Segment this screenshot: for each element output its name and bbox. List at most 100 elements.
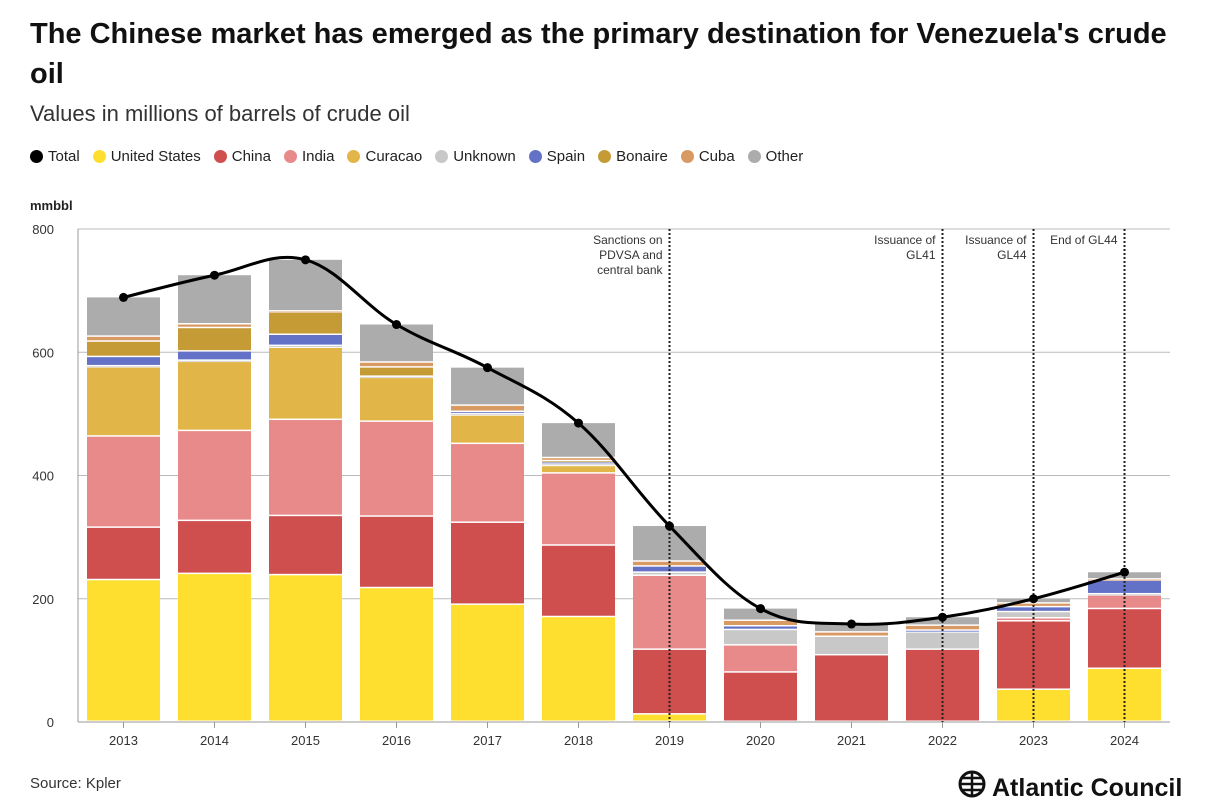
bar-segment-cuba <box>542 458 615 460</box>
legend-item: Unknown <box>435 148 516 165</box>
total-point <box>756 604 765 614</box>
source-note: Source: Kpler <box>30 775 121 792</box>
legend-label: United States <box>110 148 201 165</box>
total-point <box>1120 567 1129 577</box>
x-tick-label: 2020 <box>746 733 775 748</box>
bar-segment-other <box>269 259 342 311</box>
bar-segment-india <box>724 645 797 672</box>
x-tick-label: 2021 <box>837 733 866 748</box>
bar-segment-india <box>997 618 1070 621</box>
annotation-text: GL44 <box>997 248 1027 262</box>
legend-swatch <box>747 150 761 163</box>
bar-segment-curacao <box>269 347 342 419</box>
legend-label: Spain <box>546 148 586 165</box>
bar-segment-other <box>451 367 524 405</box>
bar-segment-china <box>178 521 251 573</box>
total-point <box>847 619 856 629</box>
x-tick-label: 2016 <box>382 733 411 748</box>
legend-swatch <box>598 150 612 163</box>
bar-segment-unknown <box>87 366 160 368</box>
legend-label: Bonaire <box>616 148 668 165</box>
legend-item: Total <box>30 148 80 165</box>
bar-segment-bonaire <box>269 312 342 334</box>
bar-segment-india <box>87 436 160 527</box>
y-tick-label: 200 <box>32 592 54 607</box>
bar-segment-unknown <box>360 376 433 378</box>
legend-swatch <box>30 150 43 163</box>
bar-segment-curacao <box>542 466 615 473</box>
bar-segment-spain <box>906 630 979 632</box>
legend-label: Cuba <box>698 148 735 165</box>
bar-segment-unknown <box>542 464 615 466</box>
bar-segment-other <box>633 526 706 561</box>
total-point <box>665 521 674 531</box>
annotation-text: Issuance of <box>874 233 936 247</box>
total-point <box>574 418 583 428</box>
legend-item: Bonaire <box>598 148 668 165</box>
bar-segment-india <box>178 431 251 520</box>
bar-segment-india <box>451 444 524 522</box>
bar-segment-united-states <box>87 580 160 721</box>
legend-swatch <box>283 150 297 163</box>
bar-segment-spain <box>451 412 524 413</box>
y-axis-label: mmbbl <box>30 198 73 213</box>
bar-segment-spain <box>542 462 615 464</box>
legend-label: China <box>231 148 271 165</box>
legend-swatch <box>680 150 694 163</box>
y-tick-label: 400 <box>32 469 54 484</box>
bar-segment-cuba <box>633 561 706 566</box>
bar-segment-united-states <box>542 617 615 721</box>
legend-item: Curacao <box>347 148 422 165</box>
bar-segment-cuba <box>360 362 433 367</box>
legend-swatch <box>347 150 361 163</box>
globe-icon <box>958 770 986 797</box>
legend-swatch <box>92 150 106 163</box>
bar-segment-united-states <box>451 604 524 721</box>
bar-segment-curacao <box>87 367 160 436</box>
annotation-text: PDVSA and <box>599 248 662 262</box>
atlantic-council-logo: Atlantic Council <box>958 764 1182 803</box>
bar-segment-spain <box>269 334 342 345</box>
bar-segment-cuba <box>269 311 342 313</box>
y-tick-label: 600 <box>32 345 54 360</box>
bar-segment-other <box>360 324 433 362</box>
bar-segment-bonaire <box>178 328 251 351</box>
legend-swatch <box>213 150 227 163</box>
legend-item: Cuba <box>680 148 735 165</box>
bar-segment-unknown <box>178 360 251 362</box>
x-tick-label: 2024 <box>1110 733 1139 748</box>
bar-segment-unknown <box>815 636 888 654</box>
bar-segment-china <box>269 516 342 574</box>
bar-segment-cuba <box>451 405 524 411</box>
x-tick-label: 2019 <box>655 733 684 748</box>
bar-segment-curacao <box>360 378 433 421</box>
bar-segment-cuba <box>724 620 797 625</box>
bar-segment-india <box>360 421 433 516</box>
logo-text: Atlantic Council <box>992 774 1183 802</box>
x-tick-label: 2023 <box>1019 733 1048 748</box>
bar-segment-india <box>633 575 706 649</box>
total-point <box>119 292 128 302</box>
bar-segment-cuba <box>815 632 888 636</box>
chart-subtitle: Values in millions of barrels of crude o… <box>30 101 410 126</box>
bar-segment-cuba <box>87 336 160 341</box>
x-tick-label: 2017 <box>473 733 502 748</box>
bar-segment-china <box>724 672 797 721</box>
bar-segment-united-states <box>269 575 342 721</box>
bar-segment-united-states <box>178 574 251 721</box>
bar-segment-other <box>724 608 797 620</box>
y-tick-label: 0 <box>47 715 54 730</box>
annotation-text: central bank <box>597 263 663 277</box>
annotation-text: GL41 <box>906 248 936 262</box>
legend-label: Other <box>765 148 804 165</box>
bar-segment-cuba <box>178 324 251 327</box>
bar-segment-cuba <box>906 625 979 630</box>
total-point <box>483 363 492 373</box>
legend-item: Other <box>747 148 804 165</box>
x-tick-label: 2018 <box>564 733 593 748</box>
total-point <box>392 320 401 330</box>
bar-segment-china <box>87 527 160 579</box>
legend-item: India <box>283 148 334 165</box>
bar-segment-other <box>87 297 160 336</box>
